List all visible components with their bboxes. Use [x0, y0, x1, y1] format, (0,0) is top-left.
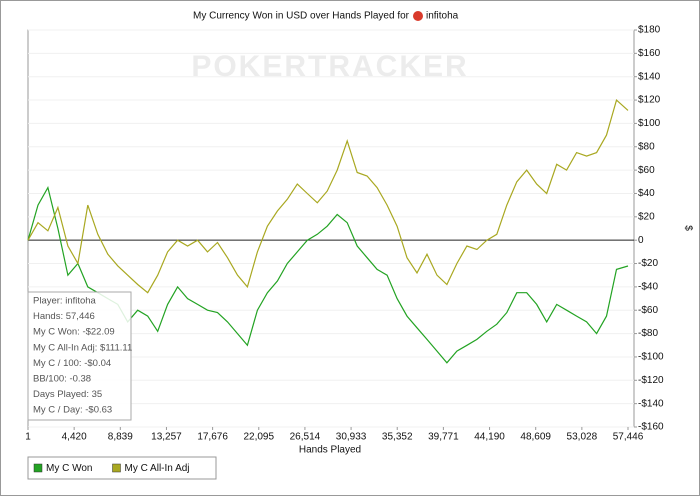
- tooltip-line: My C Won: -$22.09: [33, 327, 115, 338]
- legend-label: My C All-In Adj: [125, 463, 190, 474]
- y-tick-label: $180: [638, 25, 661, 36]
- y-tick-label: -$40: [638, 282, 658, 293]
- x-tick-label: 8,839: [108, 432, 133, 443]
- x-tick-label: 17,676: [197, 432, 228, 443]
- legend-box: [27, 456, 217, 480]
- y-tick-label: -$120: [638, 375, 664, 386]
- tooltip-line: Hands: 57,446: [33, 311, 95, 322]
- y-tick-label: -$80: [638, 328, 658, 339]
- x-tick-label: 39,771: [428, 432, 459, 443]
- x-tick-label: 30,933: [336, 432, 367, 443]
- y-tick-label: -$140: [638, 398, 664, 409]
- legend-swatch: [33, 463, 43, 473]
- tooltip: Player: infitoha Hands: 57,446 My C Won: -…: [27, 291, 132, 421]
- player-name: infitoha: [426, 11, 459, 22]
- y-tick-label: $60: [638, 165, 655, 176]
- x-tick-label: 1: [25, 432, 31, 443]
- series-line: [27, 99, 629, 294]
- x-tick-label: 4,420: [62, 432, 87, 443]
- x-tick-label: 48,609: [520, 432, 551, 443]
- chart-title: My Currency Won in USD over Hands Played…: [193, 11, 410, 22]
- y-tick-label: 0: [638, 235, 644, 246]
- y-tick-label: -$60: [638, 305, 658, 316]
- tooltip-line: Player: infitoha: [33, 296, 97, 307]
- tooltip-line: Days Played: 35: [33, 389, 102, 400]
- tooltip-box: [27, 291, 132, 421]
- y-tick-label: $120: [638, 95, 661, 106]
- legend-label: My C Won: [46, 463, 93, 474]
- x-tick-label: 26,514: [290, 432, 321, 443]
- x-tick-label: 57,446: [613, 432, 644, 443]
- y-tick-label: -$160: [638, 422, 664, 433]
- y-tick-label: $140: [638, 71, 661, 82]
- y-tick-label: $20: [638, 211, 655, 222]
- watermark: POKERTRACKER: [191, 50, 468, 83]
- y-tick-label: -$20: [638, 258, 658, 269]
- y-axis-title: $: [682, 225, 693, 231]
- y-tick-label: -$100: [638, 352, 664, 363]
- legend-swatch: [112, 463, 121, 473]
- x-tick-label: 35,352: [382, 432, 413, 443]
- x-tick-label: 53,028: [567, 432, 598, 443]
- tooltip-line: My C / Day: -$0.63: [33, 405, 112, 416]
- y-tick-label: $160: [638, 48, 661, 59]
- y-tick-label: $100: [638, 118, 661, 129]
- player-icon: [413, 11, 423, 21]
- y-tick-label: $40: [638, 188, 655, 199]
- x-axis-title: Hands Played: [299, 445, 361, 456]
- tooltip-line: My C / 100: -$0.04: [33, 358, 111, 369]
- x-tick-label: 44,190: [474, 432, 505, 443]
- x-tick-label: 13,257: [151, 432, 182, 443]
- y-tick-label: $80: [638, 141, 655, 152]
- tooltip-line: My C All-In Adj: $111.11: [33, 342, 132, 353]
- tooltip-line: BB/100: -0.38: [33, 374, 91, 385]
- x-tick-label: 22,095: [243, 432, 274, 443]
